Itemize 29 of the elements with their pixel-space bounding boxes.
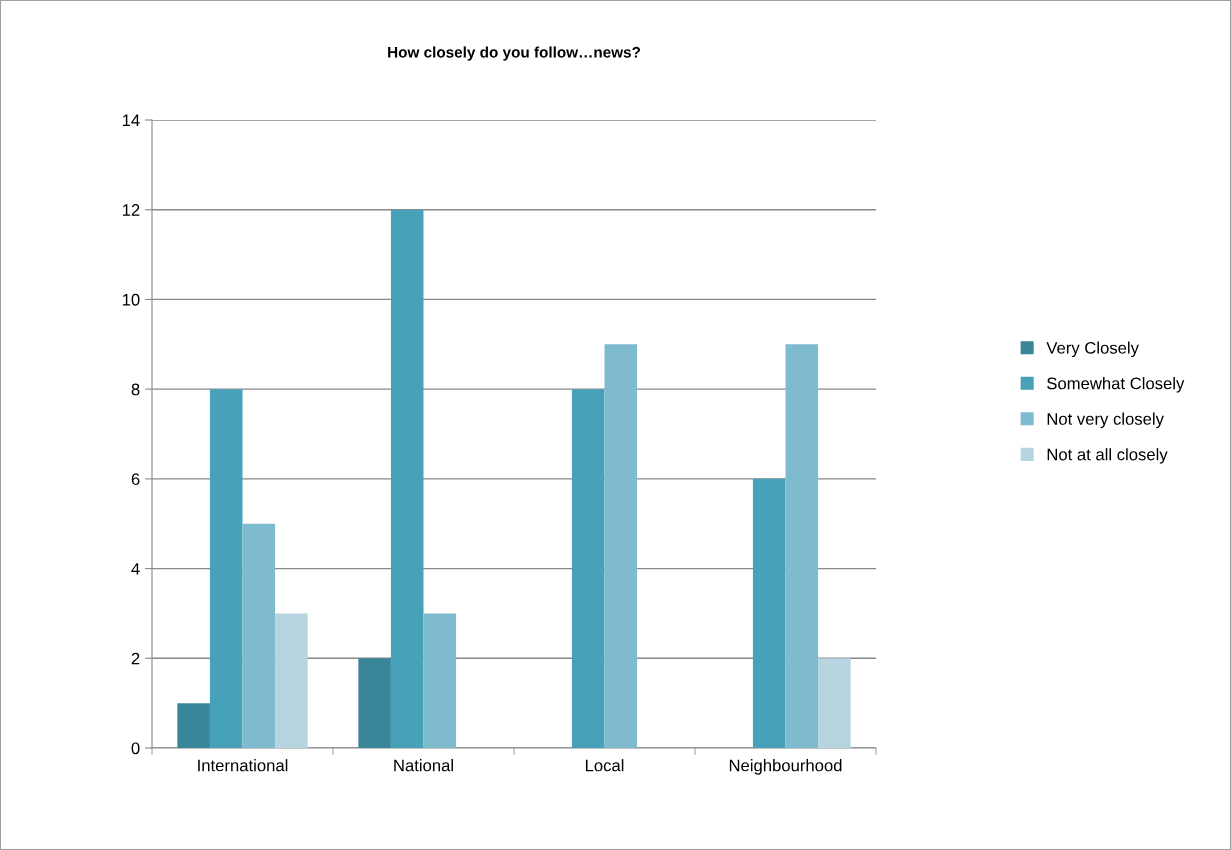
y-tick-label: 12 — [122, 204, 140, 216]
legend-label: Very Closely — [1046, 341, 1139, 358]
bar — [275, 613, 308, 748]
y-tick-label: 10 — [122, 293, 140, 306]
bar — [571, 389, 605, 748]
bar — [785, 344, 819, 748]
x-tick-label: National — [394, 759, 453, 772]
bar — [177, 703, 210, 748]
y-tick-label: 0 — [131, 742, 140, 755]
chart-title: How closely do you follow…news? — [388, 46, 641, 61]
y-tick-label: 4 — [131, 563, 140, 575]
y-tick-label: 8 — [131, 383, 140, 396]
bar — [209, 389, 243, 748]
bar — [423, 613, 457, 748]
bar — [390, 209, 424, 748]
x-tick-label: International — [198, 759, 288, 772]
y-tick-label: 6 — [131, 473, 140, 486]
legend-label: Somewhat Closely — [1047, 377, 1185, 393]
legend-label: Not very closely — [1047, 412, 1164, 429]
y-tick-label: 14 — [122, 114, 140, 127]
y-tick-label: 2 — [131, 652, 140, 665]
bar — [242, 523, 276, 748]
bar — [604, 344, 638, 748]
bar — [818, 658, 851, 748]
legend-label: Not at all closely — [1047, 448, 1168, 464]
x-tick-label: Local — [585, 759, 624, 772]
bar — [752, 478, 786, 748]
bar — [358, 658, 391, 748]
x-tick-label: Neighbourhood — [729, 759, 842, 775]
